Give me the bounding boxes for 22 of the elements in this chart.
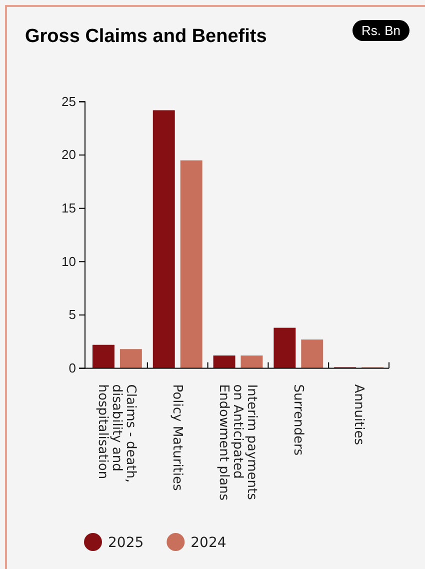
legend-label: 2025 — [108, 535, 144, 551]
x-tick-label: Annuities — [350, 384, 366, 446]
bar — [213, 356, 236, 368]
y-tick-label: 10 — [62, 254, 76, 269]
y-tick-label: 5 — [68, 307, 76, 322]
x-tick-label: Policy Maturities — [170, 384, 185, 492]
y-tick-label: 0 — [68, 360, 76, 376]
x-tick-label: Surrenders — [290, 384, 306, 456]
chart-title: Gross Claims and Benefits — [25, 26, 267, 47]
bar — [240, 356, 263, 368]
bar — [274, 328, 296, 368]
bar — [120, 349, 142, 368]
y-tick-label: 25 — [62, 94, 76, 109]
bar — [301, 340, 324, 368]
bar — [92, 344, 114, 368]
legend-label: 2024 — [190, 535, 226, 551]
bar — [180, 160, 202, 368]
bar — [152, 110, 175, 368]
y-tick-label: 20 — [62, 147, 76, 162]
y-tick-label: 15 — [62, 200, 76, 216]
x-tick-label: Claims - death, disability and hospitalisation — [95, 384, 138, 483]
y-axis-title: Rs. Bn — [361, 23, 401, 38]
